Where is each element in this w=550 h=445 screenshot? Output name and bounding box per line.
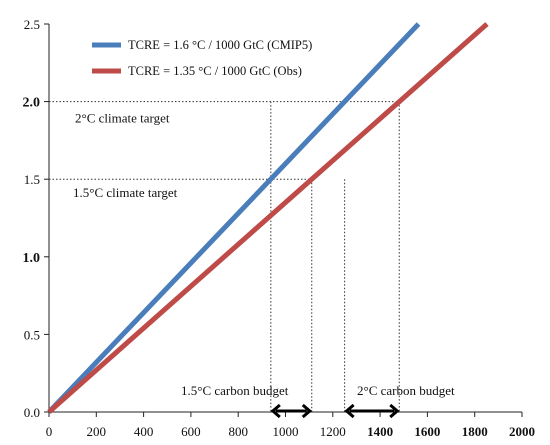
budget-label-1-5c: 1.5°C carbon budget: [181, 383, 289, 398]
x-tick-label: 1200: [320, 424, 346, 439]
series-line-obs: [47, 22, 489, 414]
x-tick-label: 800: [228, 424, 248, 439]
x-tick-label: 200: [87, 424, 107, 439]
y-tick-label: 0.0: [24, 405, 40, 420]
x-tick-label: 1800: [462, 424, 488, 439]
y-tick-label: 0.5: [24, 327, 40, 342]
y-tick-label: 1.0: [23, 251, 41, 266]
y-tick-label: 2.5: [24, 17, 40, 32]
reference-lines-layer: [49, 101, 400, 412]
budget-arrow-1-5c: [270, 403, 313, 419]
y-tick-label: 1.5: [24, 172, 40, 187]
x-tick-label: 1600: [414, 424, 440, 439]
legend-entry-label: TCRE = 1.35 °C / 1000 GtC (Obs): [128, 64, 302, 78]
x-tick-label: 1000: [273, 424, 299, 439]
annotations-layer: 2°C climate target 1.5°C climate target 1.…: [73, 111, 455, 419]
budget-arrow-head-left: [344, 403, 355, 419]
budget-arrow-head-right: [389, 403, 400, 419]
budget-arrow-2c: [344, 403, 400, 419]
budget-arrow-head-left: [270, 403, 281, 419]
series-layer: [47, 22, 489, 414]
target-label-2c: 2°C climate target: [75, 111, 170, 126]
x-tick-label: 0: [46, 424, 53, 439]
series-line-cmip5: [47, 22, 421, 414]
x-tick-label: 400: [134, 424, 154, 439]
budget-arrow-head-right: [301, 403, 313, 419]
x-tick-label: 1400: [367, 424, 393, 439]
legend-entry-label: TCRE = 1.6 °C / 1000 GtC (CMIP5): [128, 38, 312, 52]
legend: TCRE = 1.6 °C / 1000 GtC (CMIP5) TCRE = 1…: [92, 38, 312, 78]
axes-layer: [48, 24, 522, 413]
x-tick-label: 600: [181, 424, 201, 439]
ticks-layer: 0.0 0.5 1.0 1.5 2.0 2.5 0 200 400 600 800 1000 1200 1…: [23, 17, 536, 439]
budget-label-2c: 2°C carbon budget: [357, 383, 455, 398]
x-tick-label: 2000: [509, 424, 535, 439]
target-label-1-5c: 1.5°C climate target: [73, 185, 178, 200]
y-tick-label: 2.0: [23, 96, 41, 111]
